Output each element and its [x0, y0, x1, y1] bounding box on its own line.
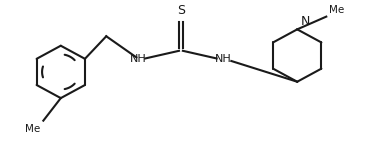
- Text: Me: Me: [329, 5, 345, 15]
- Text: N: N: [300, 15, 310, 28]
- Text: S: S: [177, 4, 185, 17]
- Text: Me: Me: [25, 124, 40, 134]
- Text: NH: NH: [215, 54, 232, 64]
- Text: NH: NH: [130, 54, 147, 64]
